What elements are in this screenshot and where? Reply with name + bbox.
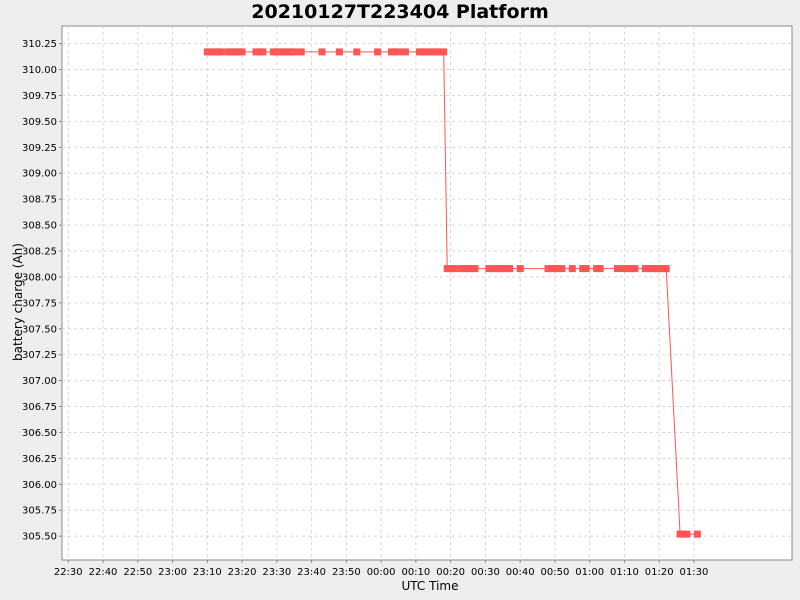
x-tick-label: 22:50 — [123, 567, 152, 578]
data-point — [290, 48, 298, 56]
y-tick-label: 306.75 — [22, 402, 57, 413]
data-point — [568, 265, 576, 273]
y-tick-label: 307.25 — [22, 350, 57, 361]
x-axis: 22:30 22:40 22:50 23:00 23:10 23:20 23:30 23:40… — [54, 560, 709, 578]
data-point — [217, 48, 225, 56]
y-tick-label: 305.75 — [22, 506, 57, 517]
x-tick-label: 01:00 — [575, 567, 604, 578]
x-tick-label: 23:50 — [332, 567, 361, 578]
x-tick-label: 22:40 — [89, 567, 118, 578]
y-tick-label: 307.00 — [22, 376, 57, 387]
data-point — [318, 48, 326, 56]
data-point — [516, 265, 524, 273]
x-tick-label: 00:50 — [541, 567, 570, 578]
data-point — [353, 48, 361, 56]
data-point — [259, 48, 267, 56]
y-tick-label: 310.00 — [22, 65, 57, 76]
data-point — [683, 530, 691, 538]
data-point — [471, 265, 479, 273]
y-axis-label: battery charge (Ah) — [11, 243, 25, 361]
x-tick-label: 23:10 — [193, 567, 222, 578]
data-point — [614, 265, 621, 273]
series-battery-charge — [203, 48, 701, 538]
data-point — [297, 48, 305, 56]
y-tick-label: 307.75 — [22, 298, 57, 309]
chart-title: 20210127T223404 Platform — [251, 1, 549, 23]
data-point — [693, 530, 701, 538]
x-tick-label: 01:20 — [645, 567, 674, 578]
data-point — [450, 265, 458, 273]
x-tick-label: 23:00 — [158, 567, 187, 578]
data-point — [506, 265, 514, 273]
data-point — [395, 48, 402, 56]
y-tick-label: 306.00 — [22, 480, 57, 491]
x-tick-label: 01:10 — [610, 567, 639, 578]
y-tick-label: 308.75 — [22, 195, 57, 206]
data-point — [596, 265, 604, 273]
x-tick-label: 22:30 — [54, 567, 83, 578]
data-point — [335, 48, 343, 56]
y-tick-label: 309.50 — [22, 117, 57, 128]
y-axis: 305.50 305.75 306.00 306.25 306.50 306.75 307.… — [22, 39, 62, 543]
y-tick-label: 306.50 — [22, 428, 57, 439]
data-point — [401, 48, 409, 56]
x-tick-label: 00:40 — [506, 567, 535, 578]
data-point — [440, 48, 448, 56]
x-tick-label: 00:30 — [471, 567, 500, 578]
x-tick-label: 23:20 — [228, 567, 257, 578]
data-point — [582, 265, 590, 273]
y-tick-label: 309.00 — [22, 169, 57, 180]
data-point — [558, 265, 566, 273]
y-tick-label: 306.25 — [22, 454, 57, 465]
x-tick-label: 00:00 — [367, 567, 396, 578]
x-tick-label: 00:10 — [401, 567, 430, 578]
y-tick-label: 309.75 — [22, 91, 57, 102]
data-point — [238, 48, 246, 56]
y-tick-label: 308.50 — [22, 221, 57, 232]
data-point — [631, 265, 639, 273]
y-tick-label: 310.25 — [22, 39, 57, 50]
y-tick-label: 309.25 — [22, 143, 57, 154]
x-tick-label: 00:20 — [436, 567, 465, 578]
grid-lines — [62, 26, 792, 560]
y-tick-label: 308.25 — [22, 247, 57, 258]
x-axis-label: UTC Time — [402, 579, 459, 593]
y-tick-label: 305.50 — [22, 532, 57, 543]
x-tick-label: 23:30 — [262, 567, 291, 578]
y-tick-label: 307.50 — [22, 324, 57, 335]
x-tick-label: 01:30 — [680, 567, 709, 578]
y-tick-label: 308.00 — [22, 272, 57, 283]
data-point — [374, 48, 382, 56]
plot-area — [61, 25, 793, 561]
data-point — [662, 265, 670, 273]
x-tick-label: 23:40 — [297, 567, 326, 578]
